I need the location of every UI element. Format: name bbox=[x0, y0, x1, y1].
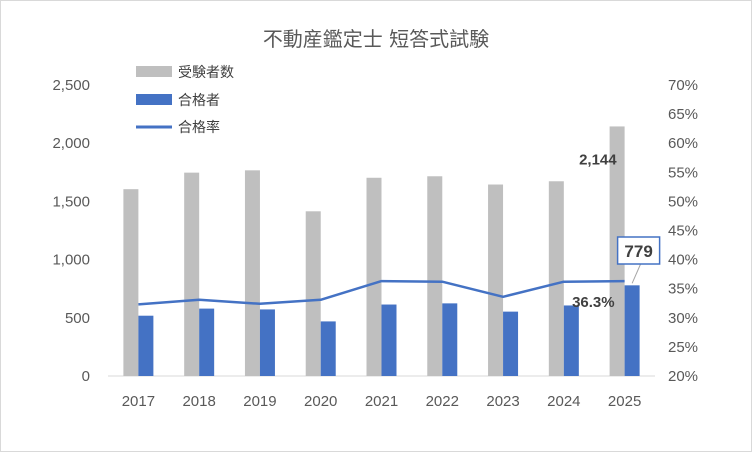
right-tick-label: 30% bbox=[668, 310, 698, 327]
bar-examinees bbox=[244, 170, 260, 376]
line-pass-rate bbox=[138, 279, 625, 306]
x-tick-label: 2018 bbox=[182, 393, 215, 410]
bar-passers bbox=[563, 305, 579, 376]
callout-leader bbox=[631, 263, 642, 284]
legend-label-examinees: 受験者数 bbox=[178, 65, 234, 81]
x-tick-label: 2021 bbox=[365, 393, 398, 410]
legend-label-pass-rate: 合格率 bbox=[178, 119, 220, 136]
legend-swatch-examinees bbox=[136, 66, 172, 77]
bar-passers bbox=[503, 311, 519, 376]
bar-examinees bbox=[427, 176, 443, 376]
bar-passers bbox=[442, 303, 458, 376]
bar-examinees bbox=[488, 184, 504, 376]
label-examinees-2025: 2,144 bbox=[579, 151, 617, 168]
left-axis-ticks: 0 500 1,000 1,500 2,000 2,500 bbox=[52, 77, 90, 385]
x-tick-label: 2024 bbox=[547, 393, 580, 410]
left-tick-label: 0 bbox=[82, 368, 90, 385]
line-series bbox=[138, 279, 625, 306]
bar-passers bbox=[624, 285, 640, 376]
bar-passers bbox=[381, 304, 397, 376]
bar-passers bbox=[320, 321, 336, 376]
legend-swatch-passers bbox=[136, 94, 172, 105]
left-tick-label: 1,500 bbox=[52, 193, 90, 210]
bar-passers bbox=[138, 315, 154, 376]
x-tick-label: 2022 bbox=[426, 393, 459, 410]
left-tick-label: 2,500 bbox=[52, 77, 90, 94]
bar-examinees bbox=[366, 177, 382, 376]
left-tick-label: 2,000 bbox=[52, 135, 90, 152]
bar-examinees bbox=[184, 172, 200, 376]
right-tick-label: 20% bbox=[668, 368, 698, 385]
label-passers-2025: 779 bbox=[624, 242, 652, 261]
data-labels: 2,144 36.3% 779 bbox=[572, 151, 661, 311]
left-tick-label: 1,000 bbox=[52, 252, 90, 269]
x-tick-label: 2023 bbox=[486, 393, 519, 410]
right-tick-label: 65% bbox=[668, 106, 698, 123]
bar-series bbox=[123, 126, 640, 376]
right-tick-label: 35% bbox=[668, 281, 698, 298]
x-tick-label: 2025 bbox=[608, 393, 641, 410]
x-tick-label: 2017 bbox=[122, 393, 155, 410]
bar-examinees bbox=[548, 181, 564, 376]
right-tick-label: 70% bbox=[668, 77, 698, 94]
right-tick-label: 25% bbox=[668, 339, 698, 356]
right-tick-label: 45% bbox=[668, 223, 698, 240]
x-axis-ticks: 2017 2018 2019 2020 2021 2022 2023 2024 2025 bbox=[122, 393, 642, 410]
x-tick-label: 2019 bbox=[243, 393, 276, 410]
right-axis-ticks: 20% 25% 30% 35% 40% 45% 50% 55% 60% 65% 70% bbox=[668, 77, 698, 385]
right-tick-label: 50% bbox=[668, 193, 698, 210]
legend: 受験者数 合格者 合格率 bbox=[136, 65, 234, 136]
bar-examinees bbox=[123, 189, 139, 376]
bar-examinees bbox=[305, 211, 321, 376]
bar-passers bbox=[259, 309, 275, 376]
callout-box-passers-2025 bbox=[616, 236, 661, 265]
right-tick-label: 40% bbox=[668, 252, 698, 269]
bar-passers bbox=[199, 308, 215, 376]
label-pass-rate-2025: 36.3% bbox=[572, 294, 615, 311]
x-tick-label: 2020 bbox=[304, 393, 337, 410]
chart-title: 不動産鑑定士 短答式試験 bbox=[263, 27, 489, 51]
right-tick-label: 55% bbox=[668, 164, 698, 181]
left-tick-label: 500 bbox=[65, 310, 90, 327]
legend-label-passers: 合格者 bbox=[178, 93, 220, 109]
right-tick-label: 60% bbox=[668, 135, 698, 152]
